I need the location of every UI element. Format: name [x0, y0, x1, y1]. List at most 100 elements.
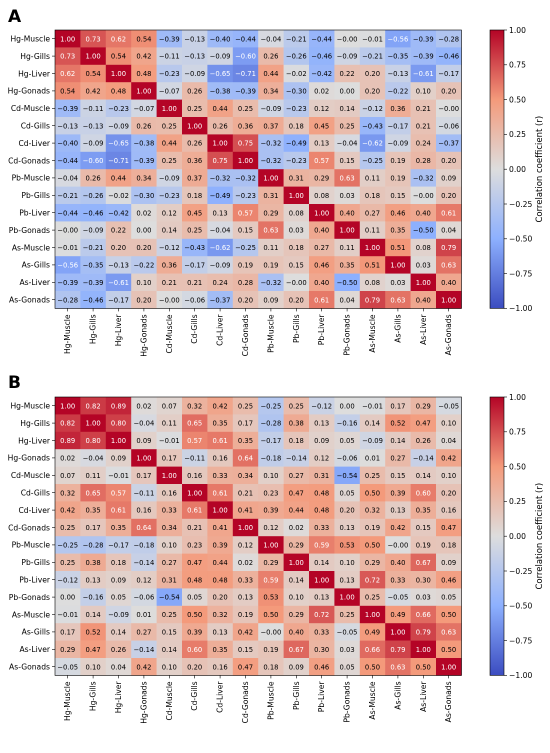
heatmap-cell	[385, 588, 411, 607]
cell-value-label: −0.13	[83, 122, 104, 130]
cell-value-label: 0.13	[86, 576, 101, 584]
heatmap-cell	[283, 623, 310, 641]
cell-value-label: 0.15	[390, 192, 405, 200]
heatmap-cell	[359, 571, 386, 589]
colorbar-tick-label: −0.50	[509, 235, 532, 244]
heatmap-cell	[55, 414, 81, 433]
cell-value-label: 0.75	[238, 140, 253, 148]
cell-value-label: 0.20	[238, 296, 253, 304]
cell-value-label: 0.09	[289, 663, 304, 671]
heatmap-cell	[334, 221, 361, 240]
cell-value-label: 0.40	[416, 209, 431, 217]
cell-value-label: 0.64	[238, 455, 253, 463]
heatmap-cell	[436, 449, 462, 467]
cell-value-label: 0.14	[162, 227, 177, 235]
heatmap-cell	[55, 291, 81, 309]
heatmap-cell	[105, 588, 132, 607]
y-tick-label: Pb-Gills	[21, 191, 50, 200]
heatmap-cell	[207, 169, 234, 187]
heatmap-cell	[334, 186, 361, 205]
heatmap-cell	[258, 640, 284, 659]
heatmap-cell	[182, 30, 208, 48]
cell-value-label: −0.32	[210, 175, 231, 183]
heatmap-cell	[359, 186, 386, 205]
x-tick-label: Hg-Gills	[89, 314, 98, 344]
cell-value-label: −0.04	[133, 420, 154, 428]
x-tick-label: As-Gills	[393, 314, 402, 342]
cell-value-label: 0.09	[441, 559, 456, 567]
cell-value-label: 0.45	[314, 122, 329, 130]
cell-value-label: 0.05	[187, 594, 202, 602]
colorbar-tick-label: 0.25	[509, 497, 526, 506]
heatmap-cell	[182, 238, 208, 257]
cell-value-label: 0.04	[340, 296, 355, 304]
cell-value-label: 0.89	[60, 437, 75, 445]
cell-value-label: 0.10	[416, 88, 431, 96]
heatmap-cell	[283, 536, 310, 554]
heatmap-cell	[182, 169, 208, 187]
cell-value-label: 0.07	[162, 402, 177, 410]
x-tick-label: Cd-Gills	[190, 314, 199, 343]
cell-value-label: 0.21	[187, 279, 202, 287]
heatmap-cell	[385, 518, 411, 537]
cell-value-label: −0.01	[57, 244, 78, 252]
heatmap-cell	[80, 588, 107, 607]
cell-value-label: 0.18	[187, 192, 202, 200]
heatmap-cell	[80, 518, 107, 537]
cell-value-label: −0.71	[108, 157, 129, 165]
heatmap-cell	[334, 518, 361, 537]
heatmap-cell	[334, 484, 361, 502]
cell-value-label: 0.48	[314, 489, 329, 497]
cell-value-label: −0.23	[108, 105, 129, 113]
cell-value-label: 0.14	[365, 420, 380, 428]
heatmap-cell	[207, 449, 234, 467]
cell-value-label: −0.44	[235, 35, 256, 43]
cell-value-label: 0.02	[314, 88, 329, 96]
heatmap-cell	[258, 221, 284, 240]
cell-value-label: 0.48	[187, 576, 202, 584]
cell-value-label: 0.50	[365, 542, 380, 550]
colorbar-label: Correlation coefficient (r)	[535, 116, 545, 223]
cell-value-label: −0.46	[438, 53, 459, 61]
cell-value-label: 0.00	[340, 402, 355, 410]
x-tick-label: Hg-Liver	[114, 314, 123, 347]
cell-value-label: 0.05	[441, 594, 456, 602]
cell-value-label: 0.62	[111, 35, 126, 43]
cell-value-label: 0.54	[136, 35, 151, 43]
heatmap-cell	[207, 134, 234, 153]
cell-value-label: 0.05	[340, 489, 355, 497]
heatmap-cell	[283, 273, 310, 292]
colorbar-tick-label: 0.75	[509, 428, 526, 437]
heatmap-cell	[258, 588, 284, 607]
cell-value-label: 0.33	[314, 629, 329, 637]
heatmap-cell	[131, 47, 157, 66]
heatmap-cell	[207, 658, 234, 676]
heatmap-cell	[385, 291, 411, 309]
x-tick-label: Cd-Gills	[190, 681, 199, 710]
heatmap-cell	[156, 204, 183, 222]
cell-value-label: 0.13	[213, 209, 228, 217]
heatmap-cell	[131, 256, 157, 274]
cell-value-label: −0.07	[133, 105, 154, 113]
cell-value-label: −0.21	[57, 192, 78, 200]
x-tick-label: Cd-Liver	[216, 681, 225, 713]
cell-value-label: 0.32	[187, 402, 202, 410]
cell-value-label: 0.05	[340, 663, 355, 671]
heatmap-cell	[436, 256, 462, 274]
cell-value-label: 0.38	[289, 420, 304, 428]
heatmap-cell	[131, 588, 157, 607]
heatmap-cell	[309, 553, 335, 572]
cell-value-label: 0.15	[238, 227, 253, 235]
heatmap-cell	[232, 640, 259, 659]
cell-value-label: 0.20	[340, 507, 355, 515]
heatmap-cell	[359, 484, 386, 502]
cell-value-label: 0.47	[86, 646, 101, 654]
x-tick-label: Cd-Muscle	[165, 314, 174, 353]
heatmap-cell	[207, 204, 234, 222]
colorbar-tick-label: 1.00	[509, 393, 526, 402]
heatmap-cell	[359, 536, 386, 554]
heatmap-cell	[156, 605, 183, 624]
cell-value-label: 0.36	[162, 262, 177, 270]
cell-value-label: 0.12	[136, 576, 151, 584]
heatmap-cell	[80, 238, 107, 257]
